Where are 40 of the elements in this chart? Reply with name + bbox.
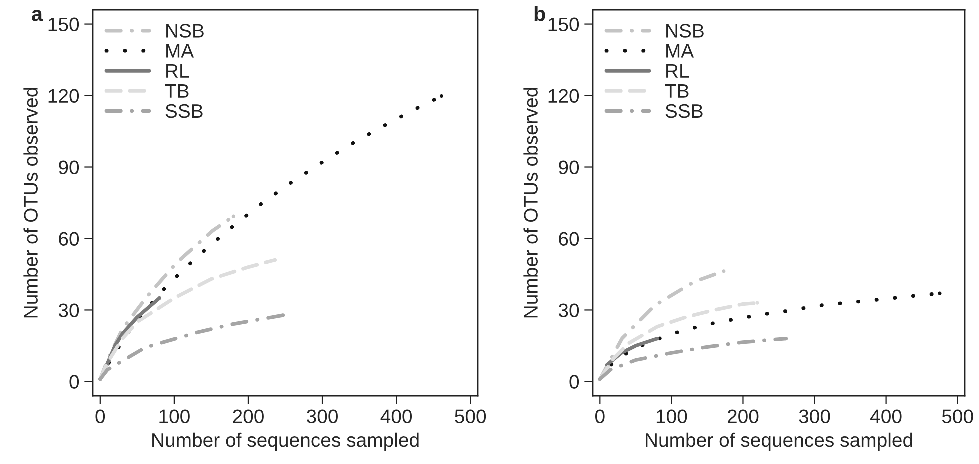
x-tick-label: 400 [870,410,902,424]
legend-label: NSB [166,24,204,38]
chart-title: a [32,10,44,22]
x-tick-label: 300 [799,410,830,424]
legend-label: MA [666,44,694,58]
y-tick-label: 90 [59,160,80,174]
x-tick-label: 200 [233,410,264,424]
x-tick-label: 500 [455,410,486,424]
legend-label: NSB [666,24,704,38]
legend-label: MA [166,44,194,58]
y-tick-label: 30 [58,304,80,318]
x-tick-label: 0 [596,410,605,424]
x-tick-label: 200 [728,410,759,424]
y-tick-label: 60 [59,232,80,246]
x-tick-label: 500 [942,410,974,424]
x-tick-label: 400 [380,410,412,424]
x-tick-label: 0 [96,410,106,424]
y-tick-label: 60 [559,232,580,246]
legend-label: RL [166,64,190,78]
y-tick-label: 30 [558,304,580,318]
legend-label: TB [665,84,689,98]
x-tick-label: 100 [160,410,190,424]
y-axis-title: Number of OTUs observed [524,88,538,318]
y-tick-label: 120 [548,89,580,104]
legend-label: SSB [666,104,703,118]
legend-label: SSB [166,104,203,118]
y-tick-label: 150 [548,18,580,32]
y-axis-title: Number of OTUs observed [24,88,38,318]
legend-label: RL [666,64,690,78]
y-tick-label: 90 [559,160,580,174]
x-axis-title: Number of sequences sampled [646,432,912,451]
y-tick-label: 0 [570,375,580,389]
y-tick-label: 0 [70,375,80,389]
x-tick-label: 300 [307,410,338,424]
y-tick-label: 150 [48,18,80,32]
x-axis-title: Number of sequences sampled [152,432,419,451]
chart-title: b [534,6,546,22]
y-tick-label: 120 [48,89,80,104]
legend-label: TB [165,84,189,98]
x-tick-label: 100 [656,410,688,424]
